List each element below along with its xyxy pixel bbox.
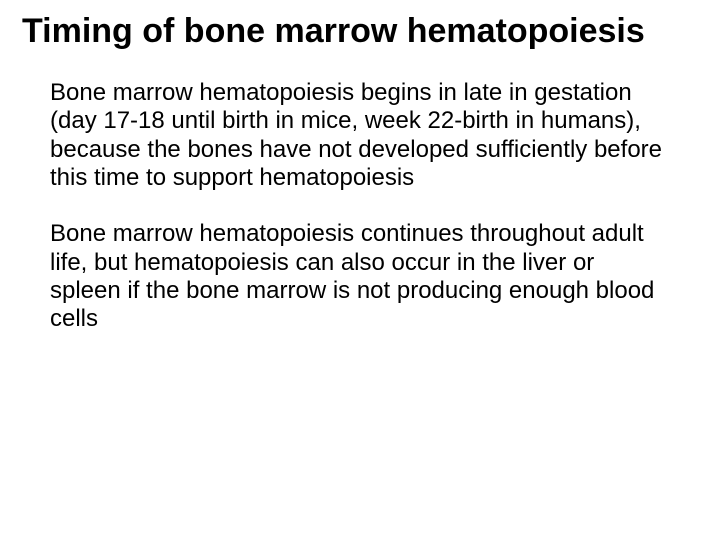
body-paragraph-2: Bone marrow hematopoiesis continues thro… [50,220,664,333]
body-paragraph-1: Bone marrow hematopoiesis begins in late… [50,79,664,192]
slide-title: Timing of bone marrow hematopoiesis [22,12,698,51]
slide: Timing of bone marrow hematopoiesis Bone… [0,0,720,540]
